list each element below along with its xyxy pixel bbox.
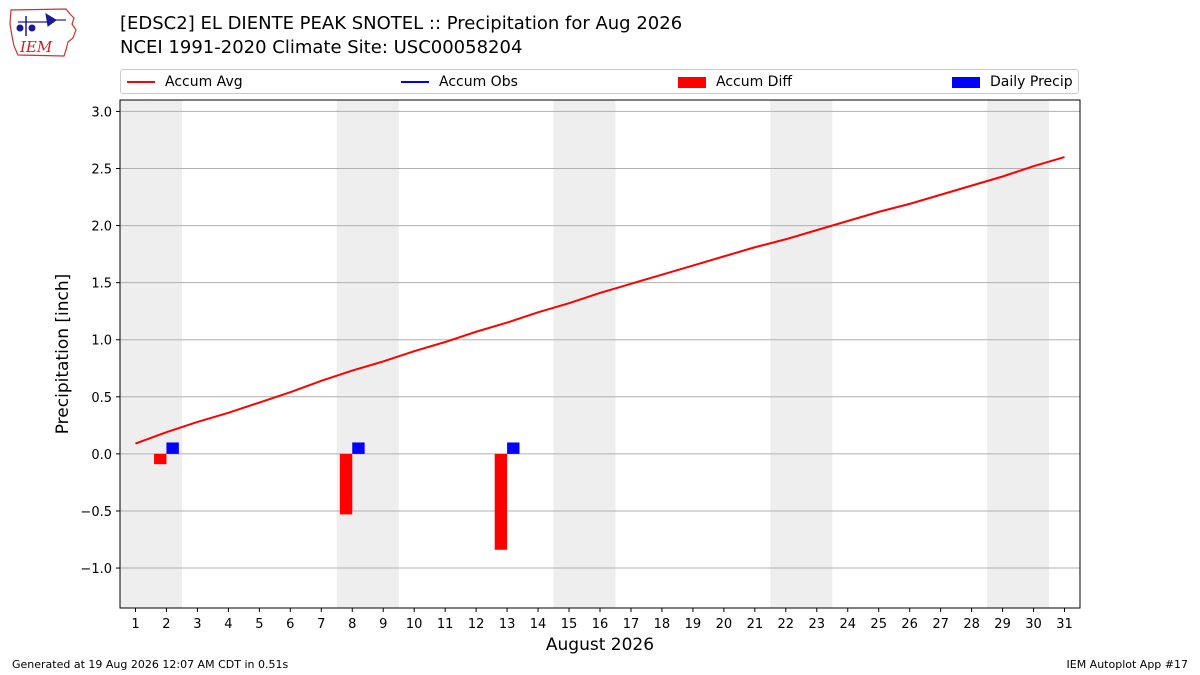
legend-swatch	[952, 76, 980, 88]
x-tick-label: 7	[317, 617, 325, 632]
app-label: IEM Autoplot App #17	[1066, 658, 1189, 671]
x-tick-label: 24	[839, 617, 856, 632]
daily-precip-bar	[166, 442, 179, 454]
legend-item-accum-avg: Accum Avg	[127, 73, 243, 91]
legend-item-accum-diff: Accum Diff	[678, 73, 792, 91]
x-tick-label: 2	[162, 617, 170, 632]
legend-item-accum-obs: Accum Obs	[401, 73, 518, 91]
legend-label: Accum Diff	[716, 74, 793, 90]
x-tick-label: 20	[716, 617, 733, 632]
accum-diff-bar	[494, 453, 508, 550]
x-tick-label: 3	[193, 617, 201, 632]
x-tick-label: 28	[963, 617, 980, 632]
accum-avg-line	[135, 156, 1065, 445]
y-tick-label: 1.0	[91, 334, 112, 349]
x-tick-label: 4	[224, 617, 232, 632]
x-tick-label: 15	[561, 617, 578, 632]
x-tick-label: 26	[901, 617, 918, 632]
x-tick-label: 18	[654, 617, 671, 632]
weather-station-icon	[16, 13, 66, 36]
logo-text: IEM	[19, 38, 53, 56]
x-tick-label: 12	[468, 617, 485, 632]
daily-precip-bar	[352, 442, 365, 454]
x-tick-label: 11	[437, 617, 454, 632]
weekend-shade	[987, 100, 1050, 608]
x-tick-label: 6	[286, 617, 294, 632]
accum-diff-bar	[154, 453, 167, 465]
iem-logo: IEM	[9, 8, 77, 57]
x-tick-label: 1	[131, 617, 139, 632]
accum-diff-bar	[339, 453, 353, 515]
y-tick-label: 0.0	[91, 448, 112, 463]
y-tick-label: 3.0	[91, 105, 112, 120]
legend-swatch	[127, 81, 155, 83]
plot-frame	[119, 99, 1081, 609]
chart-subtitle: NCEI 1991-2020 Climate Site: USC00058204	[120, 37, 523, 58]
x-tick-label: 5	[255, 617, 263, 632]
x-tick-label: 21	[747, 617, 764, 632]
weekend-shade	[120, 100, 182, 608]
x-tick-label: 16	[592, 617, 609, 632]
x-tick-label: 9	[379, 617, 387, 632]
weekend-shade	[553, 100, 616, 608]
x-tick-label: 30	[1025, 617, 1042, 632]
y-tick-label: 0.5	[91, 391, 112, 406]
x-tick-label: 23	[809, 617, 826, 632]
x-tick-label: 29	[994, 617, 1011, 632]
x-tick-label: 31	[1056, 617, 1073, 632]
y-tick-label: −1.0	[80, 562, 112, 577]
x-tick-label: 25	[870, 617, 887, 632]
y-tick-label: −0.5	[80, 505, 112, 520]
x-tick-label: 13	[499, 617, 516, 632]
weekend-shade	[336, 100, 399, 608]
daily-precip-bar	[507, 442, 520, 454]
weekend-shade	[770, 100, 833, 608]
legend-label: Accum Avg	[165, 74, 243, 90]
y-tick-label: 2.0	[91, 220, 112, 235]
x-tick-label: 19	[685, 617, 702, 632]
x-tick-label: 8	[348, 617, 356, 632]
legend: Accum Avg Accum Obs Accum Diff Daily Pre…	[120, 69, 1079, 94]
x-tick-label: 17	[623, 617, 640, 632]
legend-label: Accum Obs	[439, 74, 518, 90]
generated-timestamp: Generated at 19 Aug 2026 12:07 AM CDT in…	[12, 658, 289, 671]
x-tick-label: 14	[530, 617, 547, 632]
y-tick-label: 1.5	[91, 277, 112, 292]
x-tick-label: 10	[406, 617, 423, 632]
legend-swatch	[401, 81, 429, 83]
chart-title: [EDSC2] EL DIENTE PEAK SNOTEL :: Precipi…	[120, 13, 683, 34]
legend-label: Daily Precip	[990, 74, 1073, 90]
x-axis-label: August 2026	[546, 635, 654, 655]
y-tick-label: 2.5	[91, 162, 112, 177]
x-tick-label: 27	[932, 617, 949, 632]
legend-item-daily-precip: Daily Precip	[952, 73, 1073, 91]
x-tick-label: 22	[778, 617, 795, 632]
legend-swatch	[678, 76, 706, 88]
y-axis-label: Precipitation [inch]	[53, 274, 73, 435]
